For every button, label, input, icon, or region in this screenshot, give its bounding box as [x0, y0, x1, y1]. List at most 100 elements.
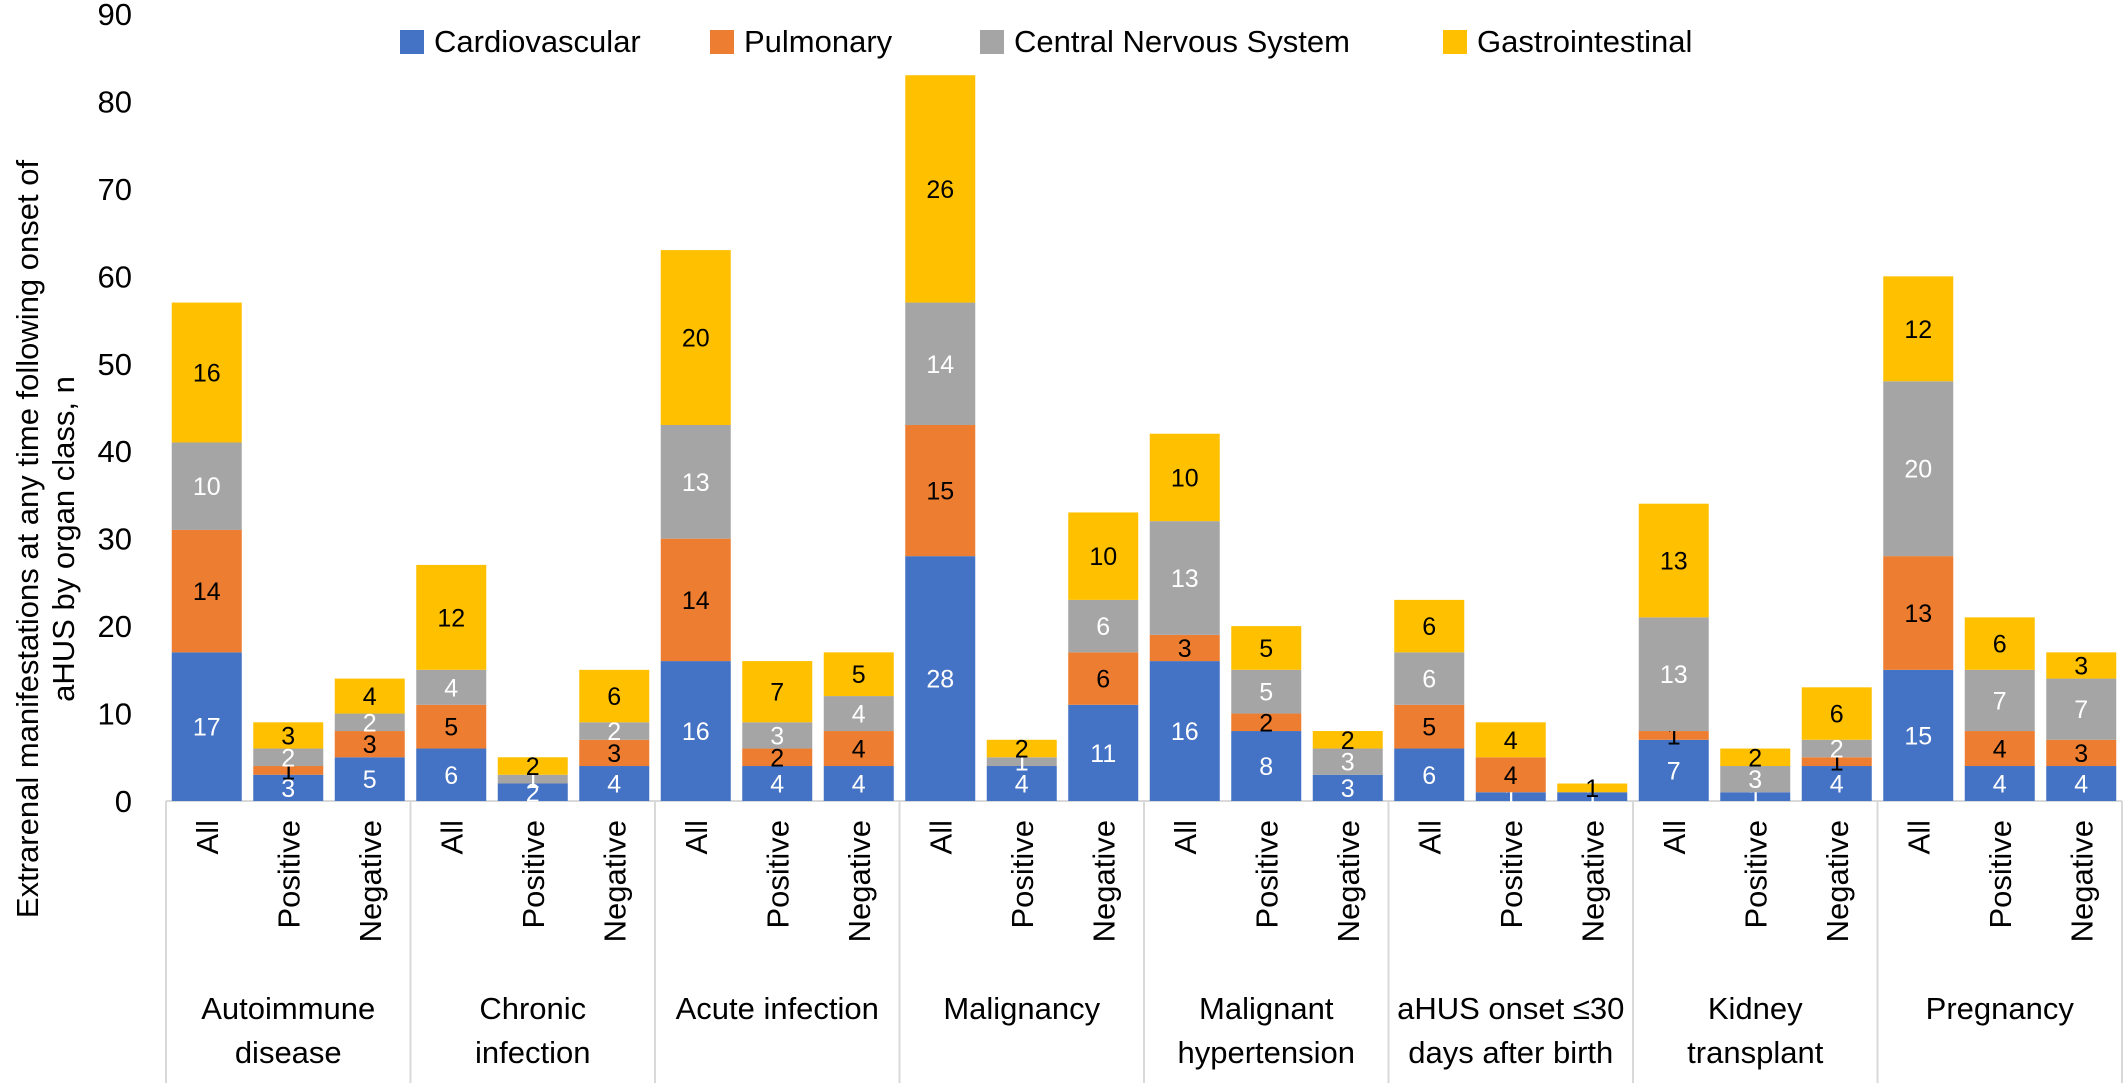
group-label: infection — [475, 1035, 590, 1070]
bar-segment-gastrointestinal — [1149, 433, 1220, 522]
data-label: 2 — [526, 779, 540, 807]
legend-entry: Central Nervous System — [1014, 24, 1350, 59]
bar-segment-central-nervous-system — [1801, 739, 1872, 758]
bar-segment-pulmonary — [1638, 731, 1709, 740]
bar-segment-central-nervous-system — [1638, 617, 1709, 732]
legend-entry: Cardiovascular — [434, 24, 641, 59]
bar-segment-cardiovascular — [905, 556, 976, 801]
bar-segment-cardiovascular — [334, 757, 405, 801]
bar-segment-cardiovascular — [497, 783, 568, 801]
bar-segment-pulmonary — [742, 748, 813, 767]
bar-segment-central-nervous-system — [2046, 678, 2117, 740]
data-label: 4 — [852, 701, 866, 729]
data-label: 7 — [1993, 687, 2007, 715]
data-label: 11 — [1090, 740, 1116, 768]
bar-segment-central-nervous-system — [1394, 652, 1465, 705]
data-label: 16 — [1171, 718, 1199, 746]
data-label: 14 — [926, 351, 954, 379]
y-tick-label: 50 — [98, 347, 132, 382]
data-label: 20 — [682, 325, 710, 353]
bar-segment-cardiovascular — [1557, 792, 1628, 801]
data-label: 6 — [1422, 666, 1436, 694]
bar-segment-gastrointestinal — [742, 661, 813, 723]
subcategory-label: Negative — [1331, 820, 1366, 942]
bar-segment-cardiovascular — [1394, 748, 1465, 801]
data-label: 3 — [1341, 775, 1355, 803]
data-label: 7 — [1667, 757, 1681, 785]
data-label: 14 — [193, 578, 221, 606]
subcategory-label: Positive — [1738, 820, 1773, 929]
subcategory-label: All — [1657, 820, 1692, 854]
bar-segment-pulmonary — [2046, 739, 2117, 767]
bar-segment-central-nervous-system — [1068, 599, 1139, 653]
data-label: 3 — [770, 722, 784, 750]
subcategory-label: Negative — [842, 820, 877, 942]
bar-segment-pulmonary — [334, 731, 405, 758]
bar-segment-cardiovascular — [253, 774, 324, 801]
bar-segment-cardiovascular — [1312, 774, 1383, 801]
subcategory-label: All — [1901, 820, 1936, 854]
data-label: 4 — [1504, 727, 1518, 755]
data-label: 4 — [363, 683, 377, 711]
subcategory-label: All — [1168, 820, 1203, 854]
bar-segment-central-nervous-system — [253, 748, 324, 767]
data-label: 14 — [682, 587, 710, 615]
data-label: 5 — [852, 661, 866, 689]
bar-segment-gastrointestinal — [1964, 617, 2035, 670]
data-label: 3 — [1748, 766, 1762, 794]
bar-segment-gastrointestinal — [1801, 687, 1872, 740]
bar-segment-cardiovascular — [1475, 792, 1546, 801]
data-label: 15 — [1904, 722, 1932, 750]
data-label: 4 — [1993, 736, 2007, 764]
group-label: disease — [235, 1035, 342, 1070]
subcategory-label: Positive — [516, 820, 551, 929]
bar-segment-gastrointestinal — [2046, 652, 2117, 679]
data-label: 4 — [852, 736, 866, 764]
bar-segment-gastrointestinal — [579, 669, 650, 723]
data-label: 15 — [926, 478, 954, 506]
subcategory-label: Negative — [597, 820, 632, 942]
data-label: 4 — [1504, 762, 1518, 790]
bar-segment-pulmonary — [660, 538, 731, 662]
bar-segment-cardiovascular — [742, 766, 813, 801]
bar-segment-cardiovascular — [1638, 739, 1709, 801]
bar-segment-gastrointestinal — [660, 250, 731, 425]
group-label: hypertension — [1177, 1035, 1355, 1070]
y-tick-label: 60 — [98, 259, 132, 294]
bar-segment-gastrointestinal — [416, 564, 487, 670]
bar-segment-pulmonary — [1231, 713, 1302, 732]
bar-segment-pulmonary — [1394, 704, 1465, 749]
data-label: 13 — [1660, 661, 1688, 689]
data-label: 16 — [682, 718, 710, 746]
bar-segment-gastrointestinal — [334, 678, 405, 714]
subcategory-label: Negative — [1086, 820, 1121, 942]
group-label: Autoimmune — [201, 991, 375, 1026]
bar-segment-pulmonary — [1883, 556, 1954, 670]
bar-segment-gastrointestinal — [253, 722, 324, 749]
data-label: 10 — [193, 473, 221, 501]
data-label: 2 — [1341, 727, 1355, 755]
data-label: 2 — [1830, 736, 1844, 764]
data-label: 2 — [363, 709, 377, 737]
data-label: 26 — [926, 176, 954, 204]
data-label: 13 — [1904, 600, 1932, 628]
data-label: 4 — [770, 771, 784, 799]
bar-segment-gastrointestinal — [1557, 783, 1628, 793]
subcategory-label: Positive — [1494, 820, 1529, 929]
data-label: 16 — [193, 360, 221, 388]
subcategory-label: Negative — [353, 820, 388, 942]
group-label: Malignant — [1199, 991, 1334, 1026]
bar-segment-central-nervous-system — [171, 442, 242, 530]
bar-segment-pulmonary — [253, 766, 324, 775]
data-label: 3 — [2074, 740, 2088, 768]
data-label: 6 — [1422, 613, 1436, 641]
data-label: 3 — [1341, 749, 1355, 777]
bar-segment-central-nervous-system — [823, 696, 894, 732]
data-label: 13 — [1171, 565, 1199, 593]
group-label: Chronic — [479, 991, 586, 1026]
data-label: 6 — [1422, 762, 1436, 790]
data-label: 2 — [1748, 744, 1762, 772]
bar-segment-cardiovascular — [660, 661, 731, 801]
